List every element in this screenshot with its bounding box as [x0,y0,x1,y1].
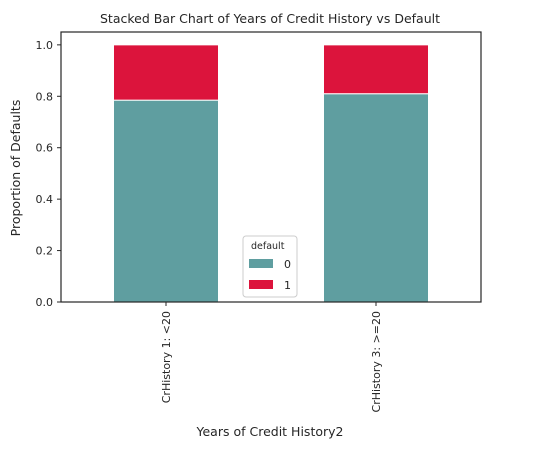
legend: default 0 1 [242,235,298,298]
x-tick-label: CrHistory 3: >=20 [370,311,383,412]
y-tick-label: 1.0 [36,39,54,52]
y-tick-label: 0.0 [36,296,54,309]
legend-title: default [251,241,285,252]
x-tick-label: CrHistory 1: <20 [160,311,173,403]
y-tick-label: 0.2 [36,245,54,258]
x-axis: CrHistory 1: <20 CrHistory 3: >=20 [160,302,383,412]
legend-label-series-0: 0 [284,258,291,271]
legend-swatch-series-0 [249,259,273,268]
y-axis: 0.0 0.2 0.4 0.6 0.8 1.0 [36,39,61,309]
legend-label-series-1: 1 [284,279,291,292]
bars-layer [113,44,429,303]
bar-segment-1-series-0 [113,99,219,303]
legend-swatch-series-1 [249,280,273,289]
chart-title: Stacked Bar Chart of Years of Credit His… [100,11,440,26]
bar-segment-1-series-1 [113,44,219,101]
y-tick-label: 0.8 [36,90,54,103]
y-tick-label: 0.4 [36,193,54,206]
bar-segment-2-series-1 [323,44,429,95]
bar-segment-2-series-0 [323,93,429,303]
plot-frame [60,31,482,303]
y-axis-label: Proportion of Defaults [8,100,23,237]
x-axis-label: Years of Credit History2 [196,424,344,439]
y-tick-label: 0.6 [36,142,54,155]
